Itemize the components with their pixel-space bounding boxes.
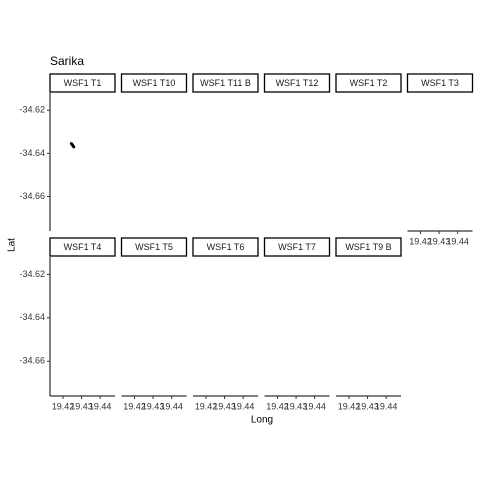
- x-tick-label: 19.44: [375, 401, 398, 411]
- x-tick-label: 19.43: [285, 401, 308, 411]
- x-tick-label: 19.42: [52, 401, 75, 411]
- x-tick-label: 19.43: [428, 236, 451, 246]
- x-tick-label: 19.44: [446, 236, 469, 246]
- y-tick-label: -34.64: [19, 148, 45, 158]
- strip-text: WSF1 T2: [350, 78, 388, 88]
- x-tick-label: 19.43: [213, 401, 236, 411]
- y-axis-title: Lat: [7, 238, 18, 252]
- strip: [192, 73, 259, 93]
- x-tick-label: 19.44: [303, 401, 326, 411]
- y-tick-label: -34.62: [19, 269, 45, 279]
- x-tick-label: 19.43: [142, 401, 165, 411]
- x-tick-label: 19.43: [356, 401, 379, 411]
- strip-text: WSF1 T10: [133, 78, 176, 88]
- y-tick-label: -34.66: [19, 191, 45, 201]
- strip-text: WSF1 T5: [135, 242, 173, 252]
- x-axis-title: Long: [251, 415, 273, 426]
- strip-text: WSF1 T9 B: [345, 242, 391, 252]
- strip: [192, 237, 259, 257]
- y-tick-label: -34.62: [19, 105, 45, 115]
- x-tick-label: 19.44: [232, 401, 255, 411]
- point: [72, 145, 76, 149]
- strip: [120, 73, 188, 93]
- strip: [263, 237, 331, 257]
- strip: [49, 237, 116, 257]
- x-tick-label: 19.42: [266, 401, 289, 411]
- strip-text: WSF1 T4: [64, 242, 102, 252]
- y-tick-label: -34.66: [19, 356, 45, 366]
- x-tick-label: 19.44: [89, 401, 112, 411]
- strip-text: WSF1 T6: [207, 242, 245, 252]
- x-tick-label: 19.42: [409, 236, 432, 246]
- strip-text: WSF1 T7: [278, 242, 316, 252]
- strip-text: WSF1 T12: [276, 78, 319, 88]
- x-tick-label: 19.42: [123, 401, 146, 411]
- strip: [263, 73, 331, 93]
- strip: [49, 73, 116, 93]
- strip: [406, 73, 474, 93]
- strip: [335, 237, 402, 257]
- strip-text: WSF1 T11 B: [200, 78, 251, 88]
- strip-text: WSF1 T1: [64, 78, 102, 88]
- strip-text: WSF1 T3: [421, 78, 459, 88]
- x-tick-label: 19.42: [338, 401, 361, 411]
- chart-title: Sarika: [50, 54, 84, 68]
- strip: [335, 73, 402, 93]
- x-tick-label: 19.42: [195, 401, 218, 411]
- x-tick-label: 19.44: [160, 401, 183, 411]
- x-tick-label: 19.43: [70, 401, 93, 411]
- y-tick-label: -34.64: [19, 312, 45, 322]
- strip: [120, 237, 188, 257]
